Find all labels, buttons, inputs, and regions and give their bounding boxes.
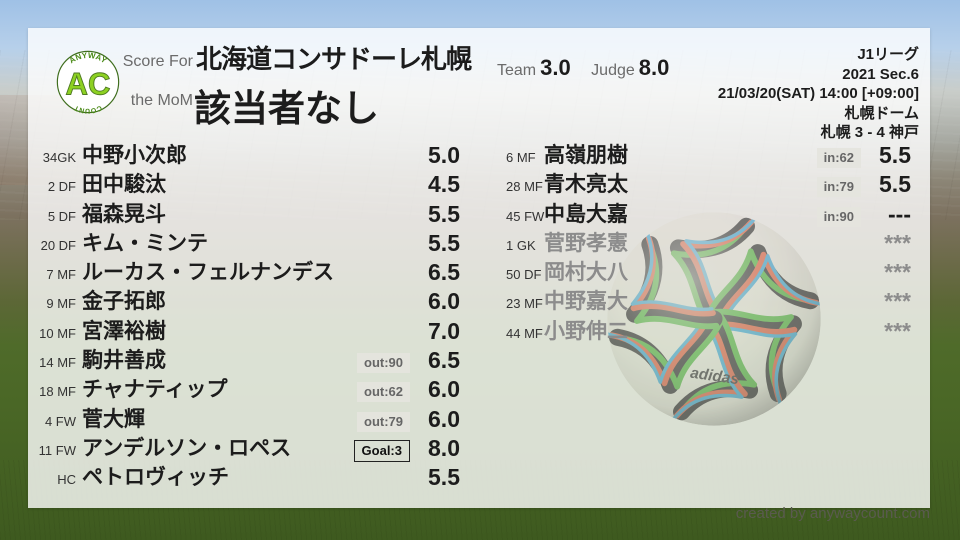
svg-text:AC: AC — [66, 67, 111, 102]
